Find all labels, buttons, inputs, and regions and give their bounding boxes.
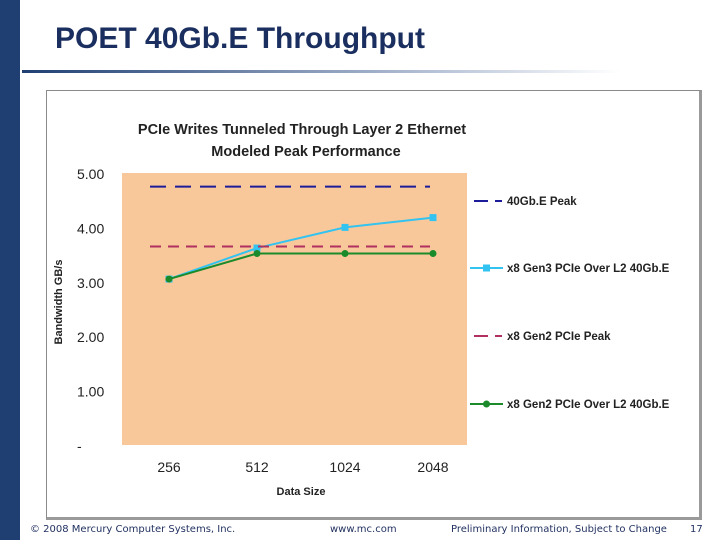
data-point [253,250,261,258]
legend-marker [483,264,490,272]
legend-label: x8 Gen2 PCIe Peak [507,331,611,343]
data-point [341,250,349,258]
page-title: POET 40Gb.E Throughput [55,22,425,55]
y-tick-label: 1.00 [77,384,104,400]
y-tick-label: 4.00 [77,220,104,236]
data-point [253,244,261,252]
title-divider [22,70,620,73]
x-tick-label: 1024 [329,459,360,475]
x-tick-label: 256 [157,459,181,475]
footer-copyright: © 2008 Mercury Computer Systems, Inc. [30,524,236,535]
left-accent-bar [0,0,20,540]
plot-area [122,173,467,445]
x-tick-label: 512 [245,459,269,475]
data-point [341,223,349,231]
y-tick-label: 3.00 [77,275,104,291]
legend-label: x8 Gen3 PCIe Over L2 40Gb.E [507,263,670,275]
footer-disclaimer: Preliminary Information, Subject to Chan… [451,524,667,535]
y-tick-label: 5.00 [77,166,104,182]
data-point [429,214,437,222]
data-point [165,275,173,283]
legend-marker [483,400,490,408]
x-tick-label: 2048 [417,459,448,475]
series-line [168,216,434,281]
data-point [429,250,437,258]
chart-title: PCIe Writes Tunneled Through Layer 2 Eth… [138,122,466,138]
y-axis-label: Bandwidth GB/s [53,260,65,345]
legend-label: 40Gb.E Peak [507,196,577,208]
footer-website[interactable]: www.mc.com [330,524,397,535]
series-line [168,252,433,281]
y-tick-label: - [77,438,82,454]
y-tick-label: 2.00 [77,329,104,345]
legend-label: x8 Gen2 PCIe Over L2 40Gb.E [507,399,670,411]
x-axis-label: Data Size [277,486,326,498]
chart-subtitle: Modeled Peak Performance [211,144,400,160]
page-number: 17 [690,524,703,535]
